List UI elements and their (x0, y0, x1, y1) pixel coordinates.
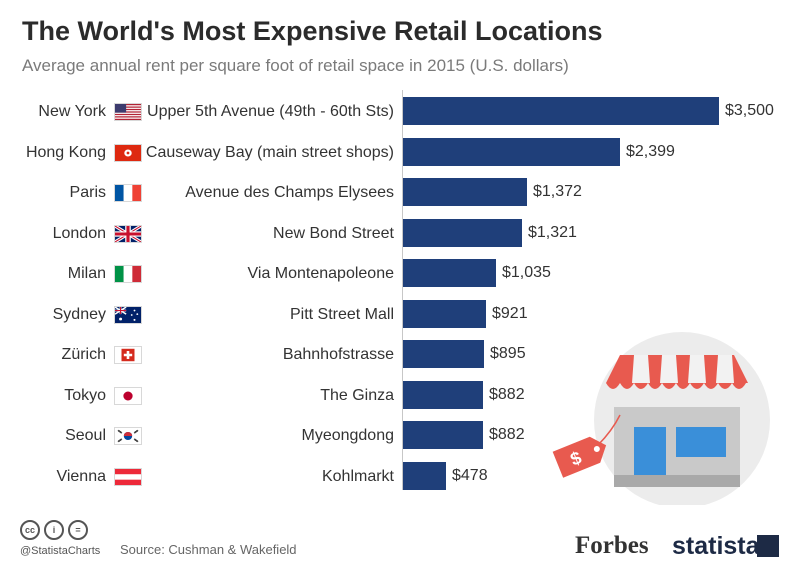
value-label: $882 (489, 426, 525, 443)
bar (403, 340, 484, 368)
city-label: Tokyo (64, 386, 106, 404)
street-label: Upper 5th Avenue (49th - 60th Sts) (147, 103, 394, 120)
bar (403, 178, 527, 206)
australia-flag-icon (114, 305, 142, 324)
chart-row: Sydney Pitt Street Mall $921 (0, 299, 800, 330)
city-label: Vienna (56, 467, 106, 485)
chart-subtitle: Average annual rent per square foot of r… (22, 56, 569, 75)
bar (403, 218, 522, 247)
street-label: New Bond Street (273, 224, 394, 242)
store-illustration-icon: $ (552, 332, 770, 505)
bar (403, 299, 486, 328)
chart-row: Zürich Bahnhofstrasse $895 (0, 340, 800, 370)
chart-row: Seoul Myeongdong $882 (0, 421, 800, 451)
value-label: $1,321 (528, 223, 577, 241)
bar (403, 461, 446, 490)
city-label: Seoul (65, 427, 106, 444)
japan-flag-icon (114, 386, 142, 405)
italy-flag-icon (114, 265, 142, 283)
value-label: $3,500 (725, 102, 774, 119)
city-label: New York (38, 103, 106, 120)
chart-row: New York Upper 5th Avenue (49th - 60th St… (0, 97, 800, 127)
bar (403, 380, 483, 409)
value-label: $478 (452, 466, 488, 484)
chart-row: London New Bond Street $1,321 (0, 218, 800, 249)
bar (403, 259, 496, 287)
bar (403, 137, 620, 166)
city-label: London (52, 224, 106, 242)
street-label: Via Montenapoleone (247, 265, 395, 282)
chart-row: Milan Via Montenapoleone $1,035 (0, 259, 800, 289)
chart-row: Vienna Kohlmarkt $478 (0, 461, 800, 492)
france-flag-icon (114, 184, 142, 202)
no-derivatives-icon: = (68, 520, 88, 540)
source-note: Source: Cushman & Wakefield (120, 542, 297, 557)
forbes-logo: Forbes (575, 532, 649, 559)
hongkong-flag-icon (114, 143, 142, 162)
street-label: Bahnhofstrasse (282, 346, 394, 363)
street-label: Kohlmarkt (321, 467, 394, 485)
street-label: Myeongdong (301, 427, 394, 444)
chart-title: The World's Most Expensive Retail Locati… (22, 16, 603, 46)
chart-row: Paris Avenue des Champs Elysees $1,372 (0, 178, 800, 208)
value-label: $895 (490, 345, 526, 362)
austria-flag-icon (114, 467, 142, 486)
chart-row: Hong Kong Causeway Bay (main street shops… (0, 137, 800, 168)
statista-handle: @StatistaCharts (20, 545, 101, 557)
bar (403, 421, 483, 449)
uk-flag-icon (114, 224, 142, 243)
license-icons: cc i = (20, 520, 88, 540)
city-label: Sydney (52, 305, 106, 323)
switzerland-flag-icon (114, 346, 142, 364)
chart-row: Tokyo The Ginza $882 (0, 380, 800, 411)
usa-flag-icon (114, 103, 142, 121)
value-label: $921 (492, 304, 528, 322)
attribution-icon: i (44, 520, 64, 540)
statista-mark-icon (757, 535, 779, 557)
value-label: $2,399 (626, 142, 675, 160)
korea-flag-icon (114, 427, 142, 445)
value-label: $882 (489, 385, 525, 403)
bar-axis-line (402, 90, 403, 490)
street-label: Avenue des Champs Elysees (185, 184, 394, 201)
city-label: Hong Kong (25, 143, 106, 161)
street-label: The Ginza (320, 386, 394, 404)
bar (403, 97, 719, 125)
creative-commons-icon: cc (20, 520, 40, 540)
value-label: $1,035 (502, 264, 551, 281)
city-label: Milan (67, 265, 106, 282)
city-label: Zürich (61, 346, 106, 363)
street-label: Pitt Street Mall (289, 305, 394, 323)
city-label: Paris (69, 184, 106, 201)
statista-logo: statista (672, 532, 760, 560)
street-label: Causeway Bay (main street shops) (145, 143, 394, 161)
value-label: $1,372 (533, 183, 582, 200)
